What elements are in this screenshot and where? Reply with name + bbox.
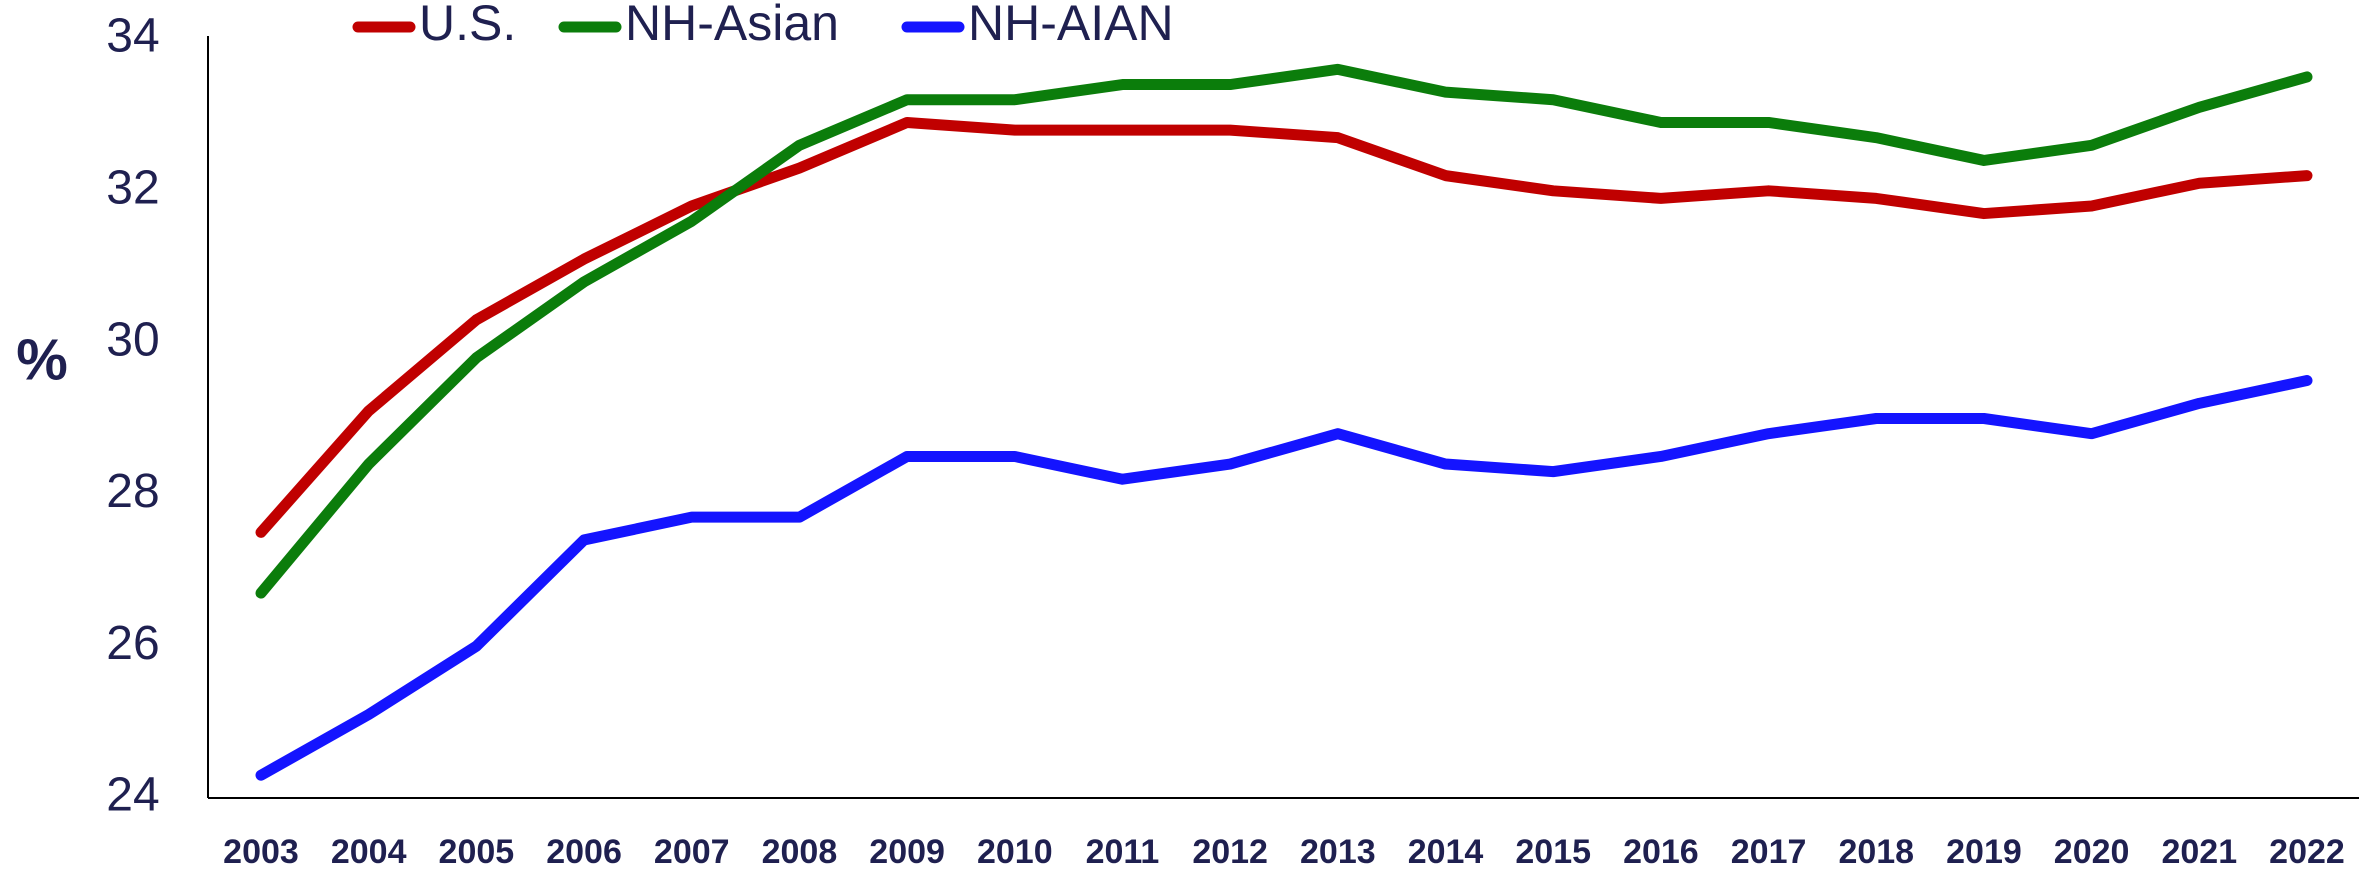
x-tick-label: 2015 (1515, 833, 1591, 871)
x-tick-label: 2009 (869, 833, 945, 871)
x-tick-label: 2013 (1300, 833, 1376, 871)
y-tick-label: 28 (106, 465, 159, 518)
series-line (255, 116, 2313, 538)
x-tick-label: 2008 (762, 833, 838, 871)
y-tick-label: 24 (106, 769, 159, 822)
y-tick-label: 26 (106, 617, 159, 670)
x-tick-label: 2010 (977, 833, 1053, 871)
y-tick-label: 30 (106, 313, 159, 366)
x-tick-label: 2018 (1838, 833, 1914, 871)
x-tick-label: 2022 (2269, 833, 2345, 871)
x-tick-label: 2019 (1946, 833, 2022, 871)
legend-label: U.S. (419, 0, 516, 51)
x-tick-label: 2012 (1192, 833, 1268, 871)
x-tick-label: 2017 (1731, 833, 1807, 871)
x-tick-label: 2003 (223, 833, 299, 871)
x-tick-label: 2016 (1623, 833, 1699, 871)
y-tick-label: 34 (106, 10, 159, 63)
legend-label: NH-Asian (625, 0, 839, 51)
y-axis-label: % (16, 327, 68, 392)
x-tick-label: 2007 (654, 833, 730, 871)
x-tick-label: 2021 (2161, 833, 2237, 871)
y-tick-label: 32 (106, 161, 159, 214)
legend-label: NH-AIAN (968, 0, 1174, 51)
x-tick-label: 2004 (331, 833, 407, 871)
x-tick-label: 2005 (439, 833, 515, 871)
x-tick-label: 2014 (1408, 833, 1484, 871)
series-line (255, 375, 2313, 781)
x-tick-label: 2006 (546, 833, 622, 871)
x-tick-label: 2020 (2054, 833, 2130, 871)
x-tick-label: 2011 (1086, 833, 1160, 871)
series-line (255, 63, 2313, 599)
